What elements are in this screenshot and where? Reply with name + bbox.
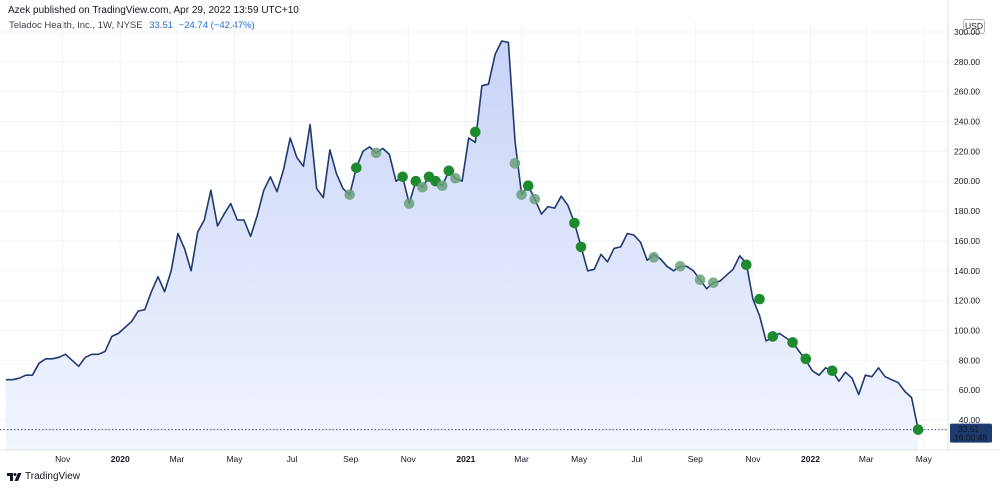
- price-tick-label: 180.00: [954, 206, 980, 216]
- time-tick-label: 2021: [456, 454, 475, 464]
- price-area: [6, 41, 919, 450]
- time-tick-label: Mar: [514, 454, 529, 464]
- signal-marker: [351, 162, 362, 174]
- symbol-legend: Teladoc Health, Inc., 1W, NYSE 33.51 −24…: [9, 20, 255, 31]
- tradingview-logo-text: TradingView: [25, 471, 81, 482]
- signal-marker: [509, 158, 521, 169]
- time-tick-label: May: [916, 454, 933, 464]
- price-tick-label: 160.00: [954, 236, 980, 246]
- signal-marker: [516, 189, 527, 200]
- price-tick-label: 100.00: [954, 325, 980, 335]
- signal-marker: [443, 165, 455, 177]
- price-tick-label: 60.00: [959, 385, 981, 395]
- signal-marker: [529, 193, 541, 205]
- price-series-line: [6, 40, 919, 430]
- signal-marker: [648, 252, 660, 263]
- last-price-value: 33.51: [149, 20, 174, 31]
- price-area-fill: [6, 41, 919, 450]
- signal-marker: [575, 241, 587, 253]
- signal-marker: [674, 260, 686, 272]
- signal-marker: [344, 189, 356, 200]
- time-tick-label: Mar: [859, 454, 874, 464]
- last-price-tag: 33.51 16:00:48: [950, 423, 992, 443]
- signal-marker: [436, 180, 448, 192]
- signal-marker: [417, 181, 428, 193]
- currency-button[interactable]: USD: [963, 19, 985, 34]
- price-tick-label: 220.00: [954, 146, 980, 156]
- signal-marker: [522, 180, 534, 192]
- price-line: [0, 40, 948, 431]
- price-tick-label: 300.00: [954, 27, 980, 37]
- last-price-tag-box: [950, 423, 992, 443]
- tradingview-logo-icon: [7, 472, 22, 481]
- price-tick-label: 260.00: [954, 87, 980, 97]
- signal-marker: [767, 331, 779, 342]
- signal-marker: [470, 126, 481, 138]
- time-tick-label: May: [226, 454, 243, 464]
- signal-markers: [344, 126, 924, 435]
- time-tick-label: Sep: [343, 454, 358, 464]
- time-tick-label: Jul: [287, 454, 298, 464]
- symbol-description[interactable]: Teladoc Health, Inc., 1W, NYSE: [9, 20, 143, 31]
- price-tick-label: 280.00: [954, 57, 980, 67]
- price-change-value: −24.74 (−42.47%): [178, 20, 255, 31]
- price-axis[interactable]: 40.00 60.00 80.00 100.00 120.00 140.00 160.00 1…: [947, 0, 981, 450]
- signal-marker: [707, 277, 719, 289]
- time-tick-label: Nov: [401, 454, 417, 464]
- signal-marker: [800, 353, 812, 365]
- signal-marker: [912, 424, 924, 435]
- time-tick-label: 2020: [111, 454, 130, 464]
- price-tick-label: 40.00: [959, 415, 981, 425]
- signal-marker: [403, 198, 415, 209]
- time-tick-label: Jul: [631, 454, 642, 464]
- time-tick-label: Mar: [170, 454, 185, 464]
- signal-marker: [694, 274, 706, 286]
- time-tick-label: Nov: [55, 454, 71, 464]
- publish-attribution: Azek published on TradingView.com, Apr 2…: [8, 5, 299, 16]
- last-price-tag-time: 16:00:48: [954, 433, 987, 443]
- price-tick-label: 240.00: [954, 117, 980, 127]
- time-tick-label: Sep: [688, 454, 703, 464]
- signal-marker: [754, 293, 765, 305]
- signal-marker: [569, 217, 580, 229]
- signal-marker: [826, 365, 838, 377]
- signal-marker: [450, 172, 461, 184]
- time-axis[interactable]: Nov 2020 Mar May Jul Sep Nov 2021 Mar May Jul Sep No…: [0, 449, 1000, 464]
- time-tick-label: May: [571, 454, 588, 464]
- time-tick-label: Nov: [745, 454, 761, 464]
- price-tick-label: 140.00: [954, 266, 980, 276]
- price-tick-label: 200.00: [954, 176, 980, 186]
- signal-marker: [370, 147, 382, 159]
- price-tick-label: 120.00: [954, 296, 980, 306]
- last-price-tag-price: 33.51: [958, 424, 980, 434]
- price-tick-label: 80.00: [959, 355, 981, 365]
- signal-marker: [787, 337, 798, 348]
- signal-marker: [741, 259, 752, 271]
- time-tick-label: 2022: [801, 454, 820, 464]
- signal-marker: [397, 171, 408, 183]
- tradingview-logo[interactable]: TradingView: [7, 471, 80, 482]
